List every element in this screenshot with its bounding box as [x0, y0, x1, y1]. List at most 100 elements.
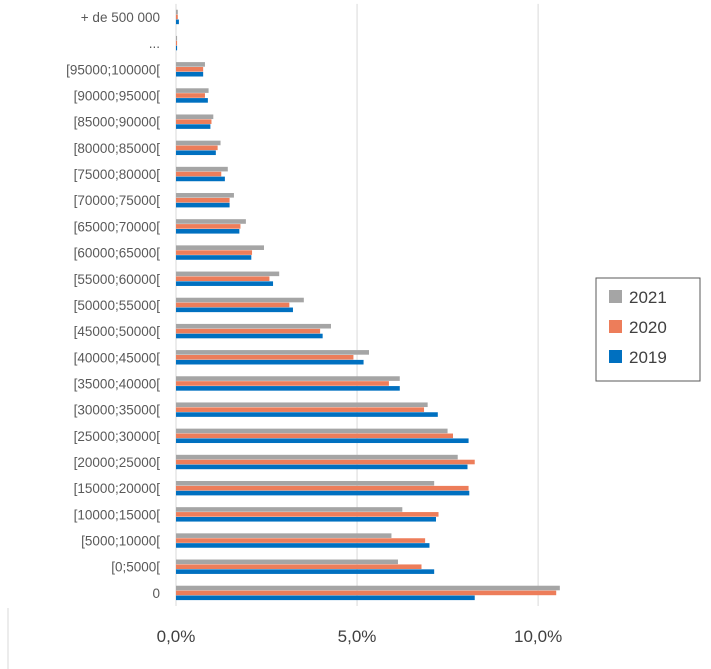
category-label-3: [10000;15000[	[74, 507, 161, 522]
category-label-9: [40000;45000[	[74, 350, 161, 365]
bar-2021-1	[176, 559, 398, 565]
bar-2021-8	[176, 376, 400, 381]
category-label-13: [60000;65000[	[74, 246, 161, 261]
bar-2021-4	[176, 480, 435, 486]
category-label-1: [0;5000[	[111, 560, 160, 575]
x-axis-ticks: 0,0% 5,0% 10,0%	[157, 627, 563, 646]
bar-2019-13	[176, 255, 252, 260]
bar-2020-22	[176, 14, 178, 20]
bar-2020-10	[176, 328, 321, 334]
bar-2021-18	[176, 114, 214, 120]
bar-2020-5	[176, 459, 475, 465]
bar-2019-6	[176, 438, 469, 444]
legend-label-2021: 2021	[629, 288, 667, 307]
category-label-6: [25000;30000[	[74, 429, 161, 444]
category-label-19: [90000;95000[	[74, 88, 161, 103]
category-label-5: [20000;25000[	[74, 455, 161, 470]
bar-2020-18	[176, 119, 212, 124]
bar-2019-22	[176, 19, 179, 25]
bar-2021-5	[176, 454, 458, 460]
category-label-22: + de 500 000	[81, 10, 160, 25]
bar-2019-8	[176, 386, 400, 391]
legend-label-2019: 2019	[629, 348, 667, 367]
bar-2019-4	[176, 490, 470, 496]
bar-2020-7	[176, 407, 425, 412]
category-label-15: [70000;75000[	[74, 193, 161, 208]
category-label-18: [85000;90000[	[74, 115, 161, 130]
bar-2021-21	[176, 35, 178, 41]
legend: 2021 2020 2019	[595, 277, 701, 382]
bar-2021-14	[176, 219, 246, 224]
bar-2020-11	[176, 302, 290, 308]
legend-swatch-2020	[609, 320, 622, 333]
bar-2021-9	[176, 350, 369, 355]
bar-2020-21	[176, 40, 178, 46]
bar-2021-0	[176, 585, 560, 591]
bar-2020-6	[176, 433, 454, 439]
bar-2021-3	[176, 507, 403, 512]
bar-2020-17	[176, 145, 218, 151]
bar-2021-16	[176, 166, 228, 172]
category-label-2: [5000;10000[	[81, 534, 160, 549]
category-label-12: [55000;60000[	[74, 272, 161, 287]
category-label-17: [80000;85000[	[74, 141, 161, 156]
bar-2021-15	[176, 193, 234, 198]
bar-2020-8	[176, 381, 389, 386]
bar-2021-17	[176, 140, 221, 146]
bar-2019-15	[176, 202, 230, 208]
bar-2019-3	[176, 516, 436, 522]
bar-2021-11	[176, 297, 304, 303]
bar-2019-0	[176, 595, 475, 601]
bar-2021-20	[176, 62, 205, 67]
bar-2020-4	[176, 485, 469, 491]
bar-2021-19	[176, 88, 209, 93]
bars	[176, 9, 560, 601]
category-label-10: [45000;50000[	[74, 324, 161, 339]
bar-2019-16	[176, 176, 225, 182]
bar-2020-16	[176, 171, 222, 177]
bar-2020-3	[176, 512, 439, 517]
bar-2019-11	[176, 307, 293, 313]
bar-2020-1	[176, 564, 422, 570]
bar-2021-13	[176, 245, 264, 250]
bar-2020-15	[176, 197, 230, 203]
bar-2021-7	[176, 402, 428, 408]
category-label-14: [65000;70000[	[74, 219, 161, 234]
bar-2021-12	[176, 271, 280, 277]
bar-2019-10	[176, 333, 323, 339]
bar-2020-0	[176, 590, 557, 596]
bar-2021-2	[176, 533, 392, 538]
bar-2019-19	[176, 98, 208, 103]
category-labels: 0 [0;5000[ [5000;10000[ [10000;15000[ [15000…	[66, 10, 160, 601]
category-label-11: [50000;55000[	[74, 298, 161, 313]
category-label-0: 0	[152, 586, 160, 601]
legend-swatch-2019	[609, 350, 622, 363]
bar-2019-17	[176, 150, 216, 156]
bar-2021-10	[176, 323, 331, 329]
bar-2020-2	[176, 538, 426, 543]
bar-2020-20	[176, 67, 204, 72]
x-tick-label-2: 10,0%	[514, 627, 562, 646]
category-label-8: [35000;40000[	[74, 376, 161, 391]
bar-2019-14	[176, 228, 240, 234]
x-tick-label-1: 5,0%	[338, 627, 377, 646]
bar-2021-22	[176, 9, 178, 15]
bar-2019-7	[176, 412, 438, 417]
legend-swatch-2021	[609, 290, 622, 303]
bar-2019-5	[176, 464, 468, 470]
bar-2019-21	[176, 45, 178, 51]
x-tick-label-0: 0,0%	[157, 627, 196, 646]
legend-label-2020: 2020	[629, 318, 667, 337]
category-label-4: [15000;20000[	[74, 481, 161, 496]
category-label-21: ...	[149, 36, 160, 51]
bar-2019-2	[176, 543, 430, 548]
bar-2020-19	[176, 93, 205, 98]
bar-2020-12	[176, 276, 270, 282]
bar-2019-12	[176, 281, 274, 286]
bar-2019-1	[176, 569, 435, 574]
bar-2021-6	[176, 428, 448, 434]
bar-2019-18	[176, 124, 211, 129]
bar-2019-9	[176, 359, 364, 365]
bar-2020-9	[176, 354, 354, 360]
